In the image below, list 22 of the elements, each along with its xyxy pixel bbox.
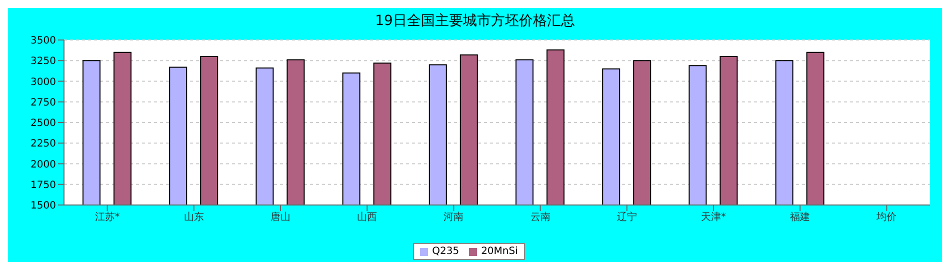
chart-title: 19日全国主要城市方坯价格汇总 [374,12,576,31]
x-tick-label: 天津* [701,211,726,224]
y-tick-label: 3000 [30,76,56,88]
legend-label: 20MnSi [480,246,518,257]
legend-label: Q235 [431,246,460,257]
x-tick-label: 山西 [357,211,378,224]
y-tick-label: 3250 [30,56,56,68]
x-tick-label: 均价 [876,211,897,224]
y-tick-label: 2250 [30,138,56,150]
x-tick-label: 山东 [184,211,204,224]
x-tick-label: 辽宁 [616,211,637,224]
y-tick-label: 2500 [30,118,56,130]
x-tick-label: 江苏* [94,211,120,224]
x-tick-label: 唐山 [270,211,290,224]
y-tick-label: 1750 [30,180,56,191]
x-tick-label: 福建 [790,211,810,224]
y-tick-label: 2000 [30,159,56,170]
y-tick-label: 3500 [30,36,56,47]
x-tick-label: 河南 [444,211,464,224]
y-tick-label: 2750 [30,97,56,108]
x-tick-label: 云南 [530,211,550,224]
y-tick-label: 1500 [30,200,56,212]
